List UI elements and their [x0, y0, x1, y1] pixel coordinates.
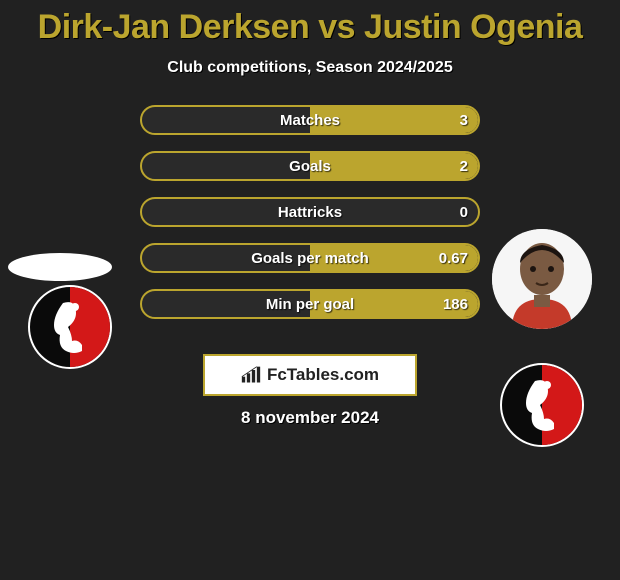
stat-row: Matches3 — [140, 105, 480, 135]
player-right-avatar — [492, 229, 592, 329]
stat-row: Hattricks0 — [140, 197, 480, 227]
avatar-placeholder-icon — [492, 229, 592, 329]
club-badge-icon — [500, 363, 584, 447]
stat-value-right: 0 — [460, 199, 468, 225]
stat-bars: Matches3 Goals2 Hattricks0 Goals per match0… — [140, 105, 480, 335]
club-badge-icon — [28, 285, 112, 369]
stat-row: Min per goal186 — [140, 289, 480, 319]
player-left-avatar — [8, 253, 112, 281]
stat-fill-right — [310, 153, 478, 179]
brand-label: FcTables.com — [267, 365, 379, 385]
stat-row: Goals per match0.67 — [140, 243, 480, 273]
bar-chart-icon — [241, 366, 261, 384]
stat-fill-right — [310, 107, 478, 133]
subtitle: Club competitions, Season 2024/2025 — [0, 59, 620, 77]
player-left-club-badge — [28, 285, 112, 369]
stat-row: Goals2 — [140, 151, 480, 181]
stat-fill-right — [310, 291, 478, 317]
date-line: 8 november 2024 — [0, 408, 620, 428]
stat-fill-right — [310, 245, 478, 271]
stat-label: Hattricks — [142, 199, 478, 225]
brand-box[interactable]: FcTables.com — [203, 354, 417, 396]
player-right-club-badge — [500, 363, 584, 447]
page-title: Dirk-Jan Derksen vs Justin Ogenia — [0, 0, 620, 47]
